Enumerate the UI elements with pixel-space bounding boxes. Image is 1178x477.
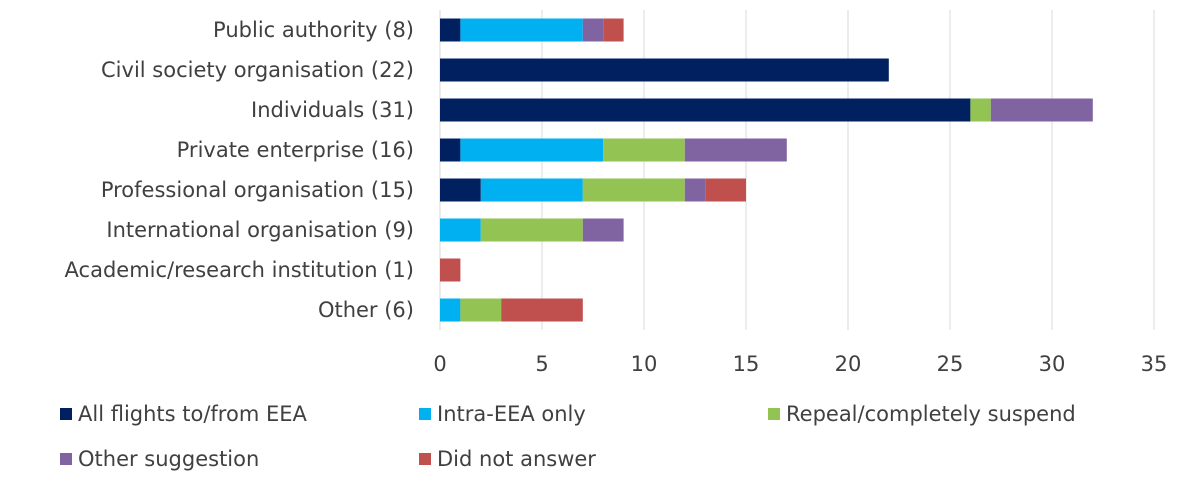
bar-segment (684, 178, 706, 202)
gridlines (439, 10, 1155, 330)
bar-segment (480, 218, 583, 242)
bars (440, 18, 1093, 322)
bar-segment (440, 58, 889, 82)
bar-segment (582, 178, 685, 202)
bar-segment (440, 298, 461, 322)
bar-segment (440, 258, 461, 282)
legend: All flights to/from EEA Intra-EEA only Rep… (60, 402, 1076, 471)
x-tick-label: 5 (535, 352, 548, 376)
x-tick-label: 25 (937, 352, 964, 376)
bar-segment (990, 98, 1093, 122)
category-label: Individuals (31) (251, 98, 414, 122)
bar-segment (440, 18, 461, 42)
category-labels: Public authority (8) Civil society organi… (65, 18, 414, 322)
x-tick-label: 0 (433, 352, 446, 376)
x-tick-label: 20 (835, 352, 862, 376)
bar-segment (582, 218, 624, 242)
bar-segment (705, 178, 746, 202)
bar-segment (460, 18, 583, 42)
category-label: International organisation (9) (106, 218, 414, 242)
bar-segment (440, 98, 971, 122)
category-label: Private enterprise (16) (177, 138, 414, 162)
x-tick-label: 10 (631, 352, 658, 376)
bar-segment (440, 138, 461, 162)
bar-segment (440, 218, 481, 242)
x-tick-label: 15 (733, 352, 760, 376)
legend-swatch (60, 453, 72, 465)
legend-swatch (60, 408, 72, 420)
x-tick-label: 35 (1141, 352, 1168, 376)
bar-segment (460, 298, 502, 322)
bar-segment (440, 178, 481, 202)
bar-segment (501, 298, 583, 322)
legend-label: All flights to/from EEA (78, 402, 308, 426)
bar-segment (480, 178, 583, 202)
legend-swatch (419, 453, 431, 465)
legend-swatch (419, 408, 431, 420)
bar-segment (582, 18, 604, 42)
legend-label: Repeal/completely suspend (786, 402, 1076, 426)
category-label: Academic/research institution (1) (65, 258, 414, 282)
bar-segment (603, 18, 624, 42)
category-label: Public authority (8) (213, 18, 414, 42)
legend-label: Other suggestion (78, 447, 259, 471)
category-label: Professional organisation (15) (101, 178, 414, 202)
category-label: Civil society organisation (22) (101, 58, 414, 82)
legend-label: Did not answer (437, 447, 596, 471)
legend-swatch (768, 408, 780, 420)
bar-segment (603, 138, 685, 162)
bar-segment (460, 138, 604, 162)
x-axis-ticks: 0 5 10 15 20 25 30 35 (433, 352, 1167, 376)
bar-segment (684, 138, 787, 162)
bar-segment (970, 98, 991, 122)
x-tick-label: 30 (1039, 352, 1066, 376)
category-label: Other (6) (318, 298, 414, 322)
legend-label: Intra-EEA only (437, 402, 586, 426)
